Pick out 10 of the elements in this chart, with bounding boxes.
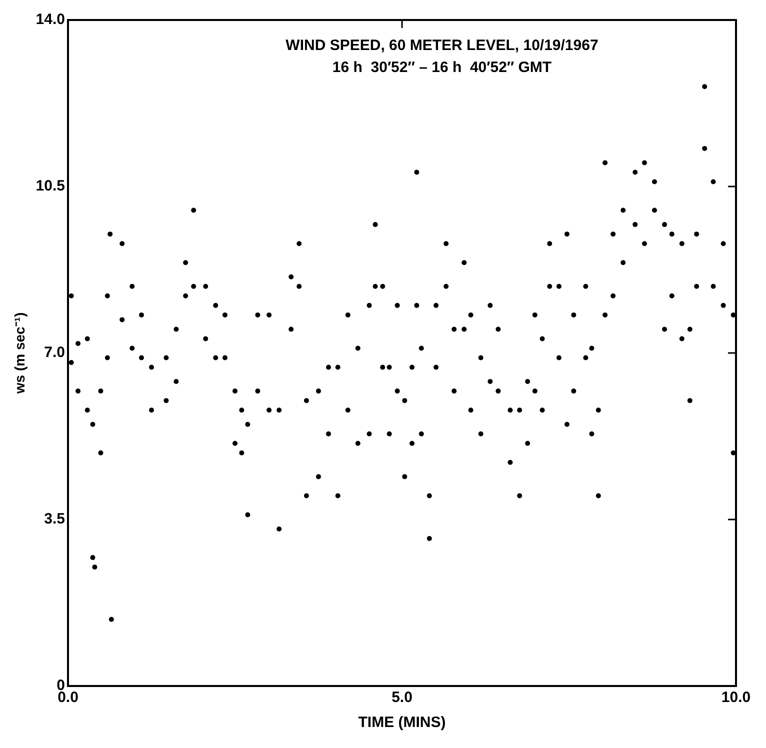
y-tick-label: 14.0 [36,11,65,28]
x-axis-title: TIME (MINS) [358,714,446,732]
text: WIND SPEED, 60 METER LEVEL, 10/19/1967 [286,37,598,54]
text: 16 h 30′52″ – 16 h 40′52″ GMT [332,59,552,76]
y-tick-label: 10.5 [36,178,65,195]
y-tick-label: 7.0 [44,344,65,362]
x-tick-label: 10.0 [721,689,751,706]
x-tick-label: 5.0 [392,689,412,706]
y-tick-label: 3.5 [44,510,65,528]
y-axis-title: ws (m sec⁻¹) [11,312,28,395]
